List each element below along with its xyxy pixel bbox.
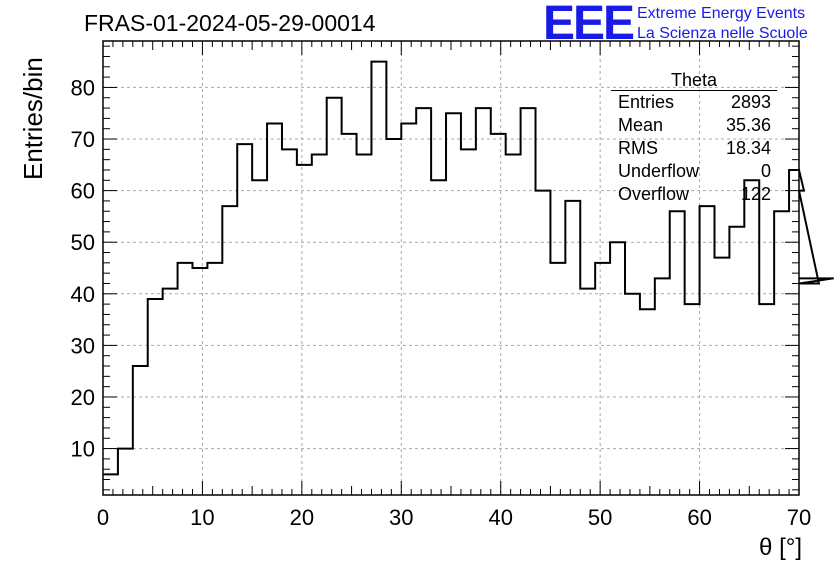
- x-tick-label: 10: [190, 505, 214, 530]
- axis-tick-labels: 0 10 20 30 40 50 60 70 10 20 30 40 50 60 70 80: [71, 75, 812, 530]
- stats-row: Overflow 122: [611, 183, 777, 206]
- stats-value: 0: [760, 161, 771, 181]
- axis-ticks: [102, 41, 800, 495]
- stats-label: Overflow: [618, 184, 690, 204]
- grid-lines: [103, 41, 799, 495]
- y-axis-label: Entries/bin: [18, 57, 48, 180]
- x-tick-label: 50: [588, 505, 612, 530]
- stats-label: Mean: [618, 115, 664, 135]
- stats-label: RMS: [618, 138, 658, 158]
- stats-row: RMS 18.34: [611, 137, 777, 160]
- stats-row: Underflow 0: [611, 160, 777, 183]
- stats-label: Underflow: [618, 161, 700, 181]
- histogram-steps: [103, 60, 834, 476]
- x-tick-label: 0: [97, 505, 109, 530]
- y-tick-label: 80: [71, 75, 95, 100]
- stats-label: Entries: [618, 92, 675, 112]
- x-tick-label: 30: [389, 505, 413, 530]
- y-tick-label: 40: [71, 282, 95, 307]
- x-tick-label: 40: [488, 505, 512, 530]
- stats-value: 18.34: [725, 138, 771, 158]
- x-tick-label: 60: [687, 505, 711, 530]
- stats-box: Theta Entries 2893 Mean 35.36 RMS 18.34 Und…: [611, 70, 777, 206]
- y-tick-label: 70: [71, 127, 95, 152]
- stats-title: Theta: [611, 70, 777, 91]
- logo-line-2: La Scienza nelle Scuole: [637, 25, 808, 42]
- y-tick-label: 60: [71, 179, 95, 204]
- stats-value: 2893: [730, 92, 771, 112]
- x-tick-label: 20: [290, 505, 314, 530]
- stats-value: 35.36: [725, 115, 771, 135]
- x-tick-label: 70: [787, 505, 811, 530]
- logo-text: Extreme Energy Events La Scienza nelle S…: [637, 4, 808, 44]
- y-tick-label: 10: [71, 437, 95, 462]
- y-tick-label: 50: [71, 230, 95, 255]
- eee-logo: EEE: [543, 0, 635, 50]
- y-tick-label: 20: [71, 385, 95, 410]
- x-axis-label: θ [°]: [759, 534, 802, 561]
- stats-value: 122: [740, 184, 771, 204]
- logo-line-1: Extreme Energy Events: [637, 5, 806, 22]
- y-tick-label: 30: [71, 333, 95, 358]
- chart-title: FRAS-01-2024-05-29-00014: [84, 10, 376, 36]
- stats-row: Mean 35.36: [611, 114, 777, 137]
- stats-row: Entries 2893: [611, 91, 777, 114]
